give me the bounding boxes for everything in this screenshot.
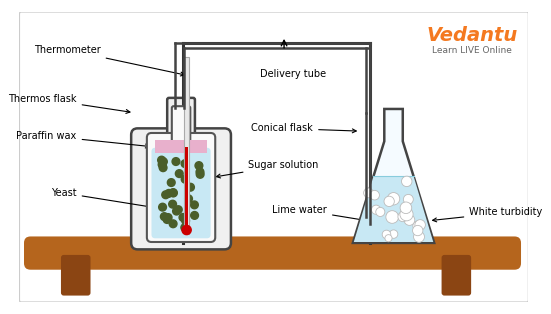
Circle shape bbox=[364, 188, 374, 198]
Text: Delivery tube: Delivery tube bbox=[260, 69, 326, 79]
Circle shape bbox=[402, 176, 412, 187]
Circle shape bbox=[415, 219, 425, 230]
Text: Lime water: Lime water bbox=[272, 205, 364, 221]
Circle shape bbox=[169, 200, 176, 208]
FancyBboxPatch shape bbox=[441, 255, 471, 295]
FancyBboxPatch shape bbox=[167, 98, 195, 141]
FancyBboxPatch shape bbox=[172, 106, 190, 142]
FancyBboxPatch shape bbox=[152, 148, 210, 238]
Circle shape bbox=[384, 196, 395, 207]
Circle shape bbox=[195, 162, 203, 170]
Circle shape bbox=[163, 216, 171, 223]
Circle shape bbox=[159, 158, 168, 165]
Circle shape bbox=[185, 195, 192, 203]
Circle shape bbox=[400, 202, 412, 214]
Circle shape bbox=[181, 214, 190, 222]
Circle shape bbox=[413, 225, 423, 236]
Circle shape bbox=[175, 170, 183, 177]
Text: Vedantu: Vedantu bbox=[426, 26, 518, 46]
Circle shape bbox=[158, 156, 165, 164]
Circle shape bbox=[158, 161, 166, 168]
Circle shape bbox=[179, 214, 187, 221]
Circle shape bbox=[159, 164, 167, 171]
Circle shape bbox=[398, 212, 408, 222]
Bar bbox=[155, 140, 207, 153]
Circle shape bbox=[400, 208, 413, 221]
FancyBboxPatch shape bbox=[147, 133, 215, 242]
Text: Thermometer: Thermometer bbox=[34, 45, 185, 76]
Circle shape bbox=[191, 201, 198, 209]
Text: Paraffin wax: Paraffin wax bbox=[17, 131, 149, 148]
Circle shape bbox=[162, 191, 170, 199]
Circle shape bbox=[385, 235, 392, 242]
Bar bbox=[184, 57, 189, 234]
Circle shape bbox=[181, 175, 189, 183]
Bar bbox=[185, 147, 188, 232]
Circle shape bbox=[371, 205, 381, 214]
Circle shape bbox=[187, 183, 195, 191]
Circle shape bbox=[390, 230, 398, 238]
FancyBboxPatch shape bbox=[24, 236, 521, 270]
Text: Learn LIVE Online: Learn LIVE Online bbox=[432, 46, 512, 55]
Circle shape bbox=[169, 189, 177, 197]
Circle shape bbox=[376, 208, 385, 216]
Circle shape bbox=[165, 189, 172, 197]
Circle shape bbox=[414, 231, 424, 242]
Text: Yeast: Yeast bbox=[51, 188, 152, 208]
Circle shape bbox=[170, 189, 177, 197]
Circle shape bbox=[159, 203, 166, 211]
Text: Thermos flask: Thermos flask bbox=[8, 94, 130, 113]
Circle shape bbox=[172, 158, 180, 165]
Polygon shape bbox=[354, 176, 433, 242]
Circle shape bbox=[175, 206, 182, 214]
Circle shape bbox=[404, 215, 415, 225]
Circle shape bbox=[387, 192, 399, 205]
Polygon shape bbox=[353, 109, 434, 243]
Text: Conical flask: Conical flask bbox=[251, 123, 356, 133]
Circle shape bbox=[413, 221, 423, 231]
Circle shape bbox=[382, 230, 391, 239]
Circle shape bbox=[182, 217, 190, 225]
Circle shape bbox=[182, 225, 191, 235]
Circle shape bbox=[168, 179, 175, 187]
Circle shape bbox=[196, 168, 204, 176]
Circle shape bbox=[403, 194, 413, 204]
FancyBboxPatch shape bbox=[19, 12, 528, 302]
Circle shape bbox=[164, 214, 172, 221]
Circle shape bbox=[160, 213, 168, 220]
Circle shape bbox=[386, 211, 398, 223]
FancyBboxPatch shape bbox=[61, 255, 90, 295]
Circle shape bbox=[370, 190, 380, 200]
Circle shape bbox=[172, 207, 180, 215]
Circle shape bbox=[181, 160, 189, 167]
Text: White turbidity: White turbidity bbox=[433, 208, 543, 222]
Circle shape bbox=[169, 220, 177, 228]
Circle shape bbox=[191, 212, 198, 219]
FancyBboxPatch shape bbox=[131, 128, 231, 249]
Circle shape bbox=[181, 224, 188, 231]
Circle shape bbox=[196, 171, 204, 178]
Text: Sugar solution: Sugar solution bbox=[217, 160, 319, 178]
